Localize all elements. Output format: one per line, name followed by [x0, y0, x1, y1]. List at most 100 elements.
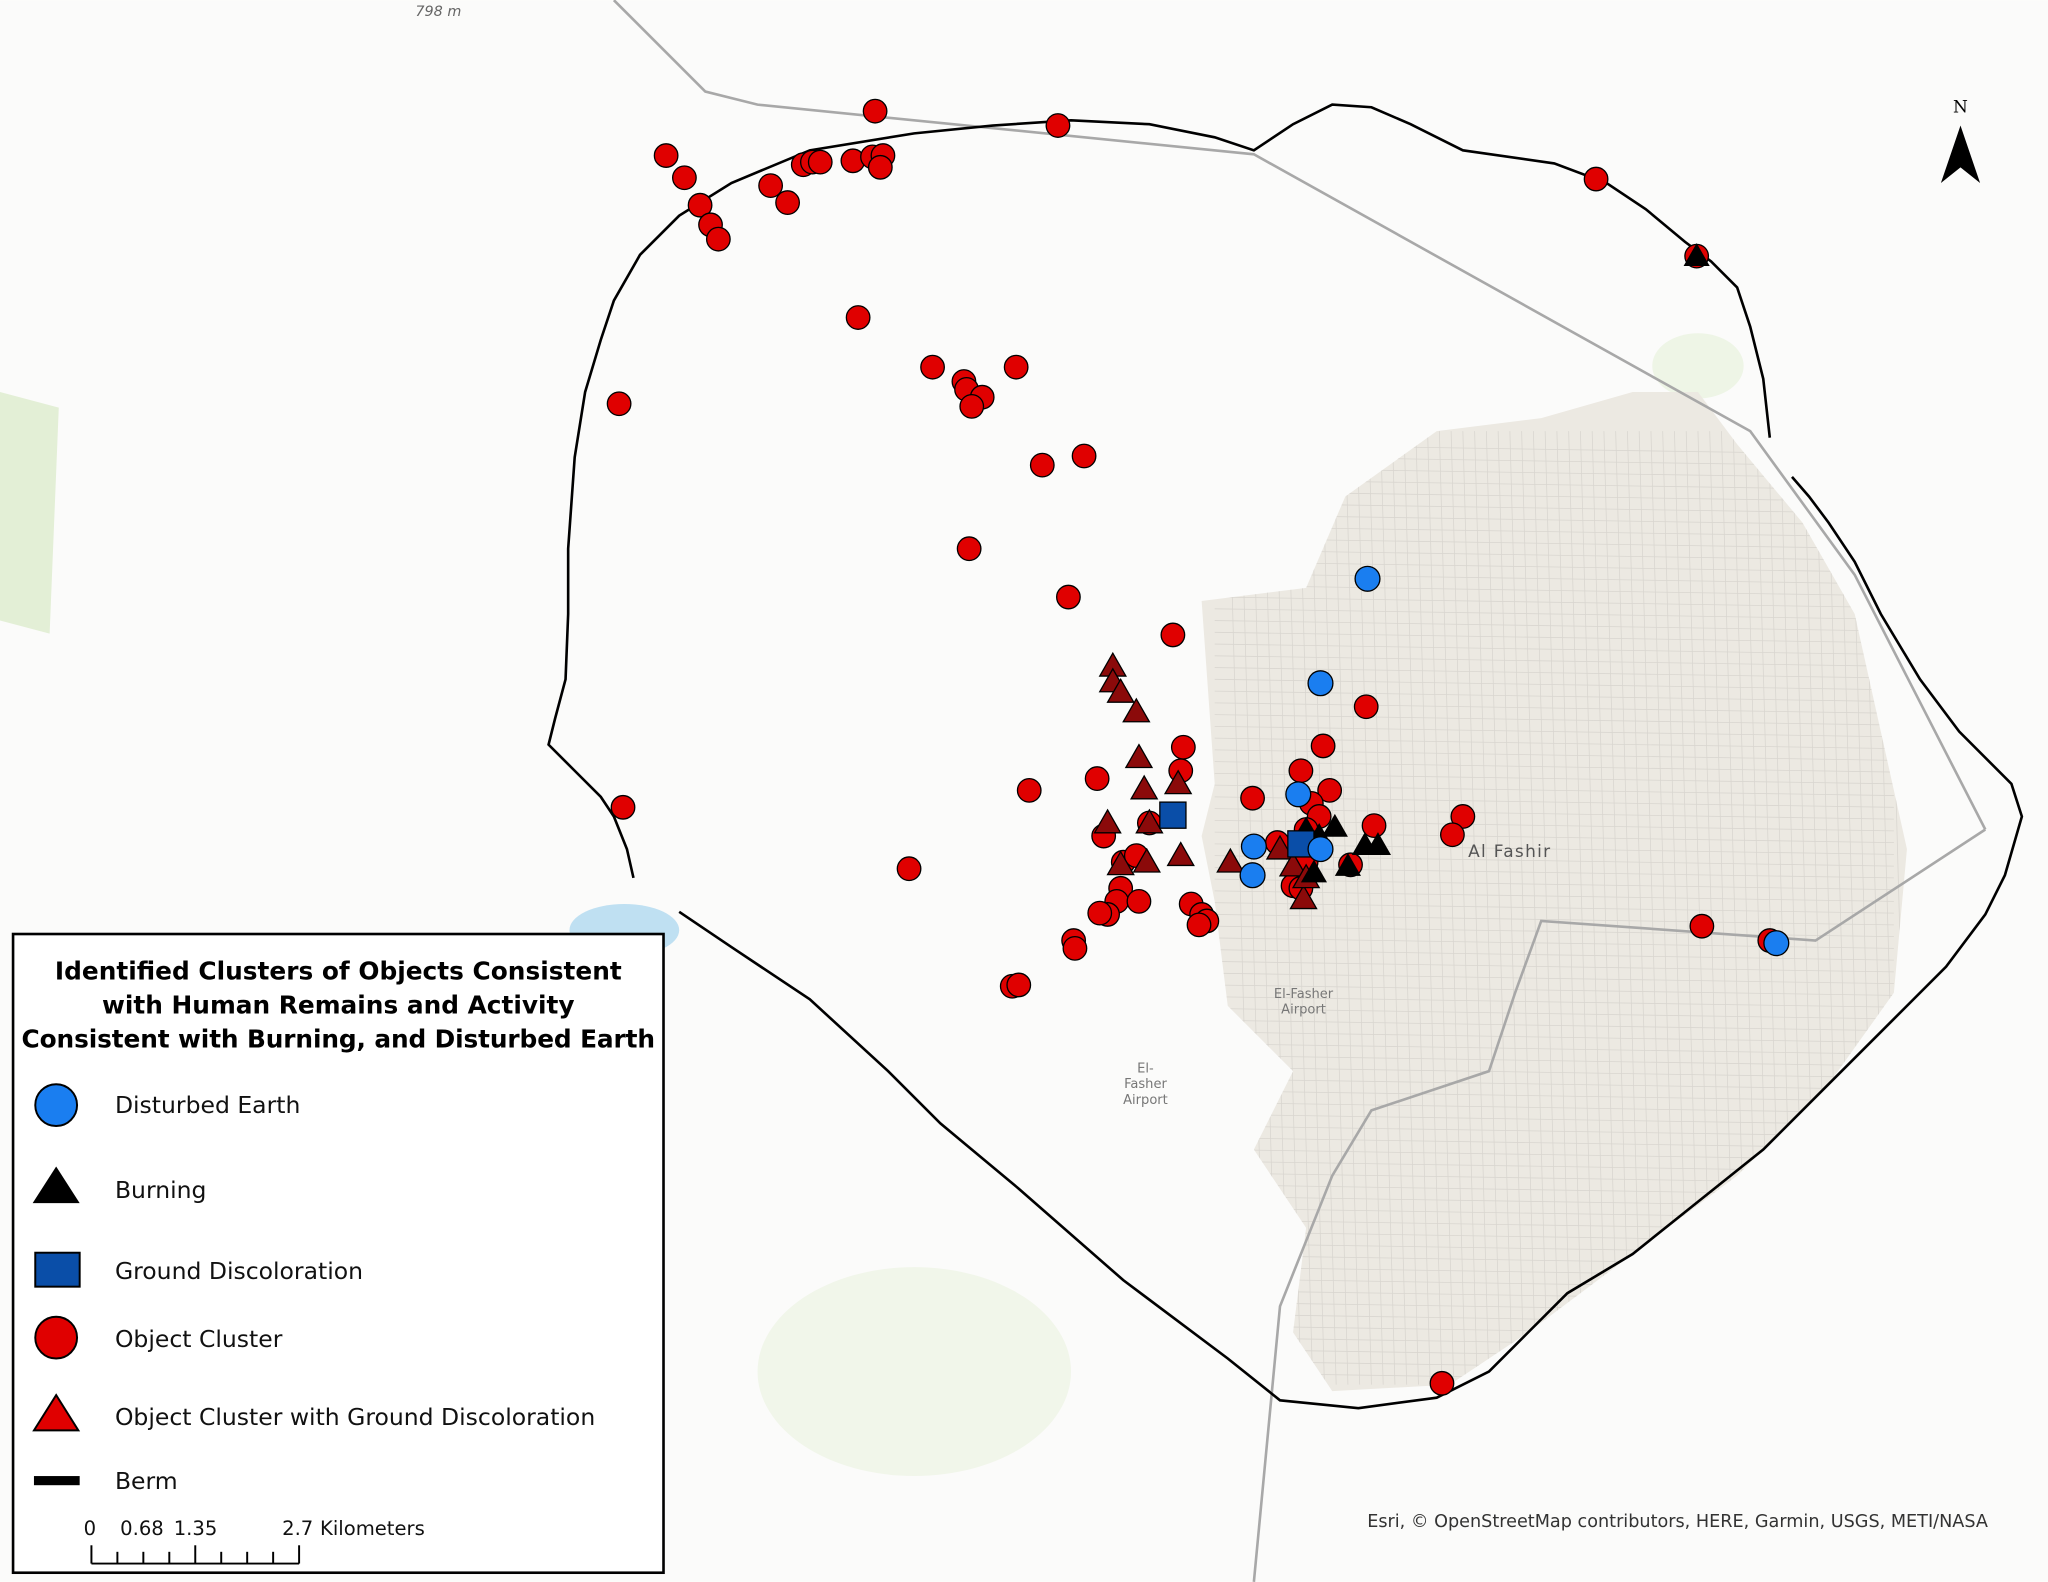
- street: [1214, 867, 1894, 879]
- street: [1214, 1043, 1894, 1055]
- object-cluster-marker[interactable]: [1440, 822, 1465, 848]
- object-cluster-marker[interactable]: [1062, 935, 1088, 961]
- disturbed-earth-marker[interactable]: [1354, 565, 1381, 592]
- street: [1214, 667, 1894, 679]
- object-cluster-marker[interactable]: [671, 165, 697, 191]
- object-cluster-discoloration-marker[interactable]: [1106, 678, 1135, 703]
- street: [1391, 431, 1419, 1385]
- burning-marker[interactable]: [1321, 813, 1348, 837]
- burning-marker[interactable]: [1300, 859, 1328, 883]
- street: [1214, 549, 1894, 561]
- object-cluster-marker[interactable]: [758, 173, 784, 199]
- object-cluster-marker[interactable]: [1170, 734, 1196, 760]
- vegetation-area: [1652, 333, 1744, 399]
- object-cluster-marker[interactable]: [1084, 766, 1110, 791]
- object-cluster-marker[interactable]: [1160, 622, 1186, 648]
- object-cluster-marker[interactable]: [1029, 452, 1055, 478]
- disturbed-earth-marker[interactable]: [1307, 836, 1334, 863]
- object-cluster-marker[interactable]: [1056, 584, 1081, 610]
- object-cluster-marker[interactable]: [775, 190, 800, 215]
- object-cluster-marker[interactable]: [1583, 166, 1609, 192]
- object-cluster-marker[interactable]: [959, 393, 985, 419]
- object-cluster-discoloration-marker[interactable]: [1163, 769, 1193, 795]
- street: [1214, 902, 1894, 914]
- ground-discoloration-marker[interactable]: [1159, 801, 1187, 829]
- object-cluster-discoloration-marker[interactable]: [1122, 697, 1151, 723]
- street: [1214, 1102, 1894, 1114]
- object-cluster-discoloration-marker[interactable]: [1265, 834, 1295, 860]
- burning-marker[interactable]: [1683, 243, 1710, 266]
- elevation-label: 798 m: [415, 4, 461, 20]
- object-cluster-marker[interactable]: [1361, 813, 1387, 839]
- north-arrow-icon: [1940, 125, 1981, 183]
- object-cluster-marker[interactable]: [862, 98, 888, 124]
- object-cluster-discoloration-marker[interactable]: [1132, 847, 1161, 873]
- street: [1214, 608, 1894, 620]
- street: [1214, 1090, 1894, 1102]
- object-cluster-marker[interactable]: [606, 391, 632, 417]
- object-cluster-discoloration-marker[interactable]: [1129, 774, 1159, 800]
- legend-label: Burning: [115, 1176, 207, 1204]
- street: [1450, 431, 1478, 1385]
- object-cluster-discoloration-marker[interactable]: [1106, 850, 1135, 876]
- disturbed-earth-marker[interactable]: [1239, 862, 1266, 889]
- street: [1638, 431, 1666, 1385]
- object-cluster-marker[interactable]: [807, 149, 833, 175]
- burning-marker[interactable]: [1334, 853, 1361, 876]
- street: [1214, 914, 1894, 926]
- street: [1214, 1019, 1894, 1032]
- airport-label-line: El-Fasher: [1274, 987, 1334, 1002]
- object-cluster-discoloration-marker[interactable]: [1166, 841, 1195, 867]
- object-cluster-marker[interactable]: [1087, 900, 1113, 926]
- street: [1214, 1078, 1894, 1090]
- object-cluster-marker[interactable]: [1126, 888, 1152, 914]
- object-cluster-marker[interactable]: [1310, 733, 1336, 759]
- object-cluster-marker[interactable]: [896, 856, 922, 882]
- object-cluster-marker[interactable]: [867, 154, 893, 180]
- object-cluster-discoloration-marker[interactable]: [1278, 851, 1308, 877]
- object-cluster-marker[interactable]: [1353, 694, 1379, 720]
- disturbed-earth-marker[interactable]: [1240, 833, 1267, 860]
- street: [1214, 972, 1894, 985]
- roads: [612, 0, 1987, 1582]
- object-cluster-marker[interactable]: [1003, 354, 1029, 380]
- object-cluster-marker[interactable]: [845, 305, 871, 330]
- street: [1403, 431, 1431, 1385]
- object-cluster-discoloration-marker[interactable]: [1216, 847, 1245, 873]
- object-cluster-marker[interactable]: [1240, 785, 1265, 811]
- object-cluster-marker[interactable]: [1288, 758, 1314, 784]
- street: [1214, 761, 1894, 773]
- attribution: Esri, © OpenStreetMap contributors, HERE…: [1367, 1512, 1988, 1532]
- scale-tick-label: 1.35: [174, 1517, 218, 1540]
- disturbed-earth-marker[interactable]: [1285, 781, 1312, 808]
- object-cluster-discoloration-marker[interactable]: [1289, 884, 1318, 910]
- street: [1214, 584, 1894, 597]
- street: [1321, 431, 1349, 1385]
- object-cluster-marker[interactable]: [956, 536, 982, 562]
- disturbed-earth-marker[interactable]: [1763, 930, 1790, 957]
- object-cluster-marker[interactable]: [1006, 972, 1032, 998]
- street: [1214, 561, 1894, 573]
- object-cluster-marker[interactable]: [1689, 913, 1715, 939]
- object-cluster-marker[interactable]: [610, 794, 636, 820]
- object-cluster-marker[interactable]: [653, 143, 679, 168]
- object-cluster-marker[interactable]: [1186, 912, 1212, 938]
- object-cluster-marker[interactable]: [1429, 1370, 1455, 1396]
- object-cluster-discoloration-marker[interactable]: [1124, 743, 1154, 769]
- object-cluster-marker[interactable]: [1016, 777, 1042, 803]
- burning-marker[interactable]: [1364, 832, 1392, 855]
- legend-title: with Human Remains and Activity: [102, 991, 575, 1020]
- street: [1214, 961, 1894, 973]
- object-cluster-marker[interactable]: [1317, 777, 1343, 803]
- object-cluster-marker[interactable]: [1045, 113, 1071, 138]
- object-cluster-marker[interactable]: [687, 192, 713, 218]
- disturbed-earth-marker[interactable]: [1307, 670, 1334, 697]
- object-cluster-marker[interactable]: [920, 354, 945, 380]
- street: [1591, 431, 1619, 1385]
- object-cluster-marker[interactable]: [1071, 443, 1097, 469]
- object-cluster-marker[interactable]: [705, 226, 731, 252]
- scale-tick-label: 0: [84, 1517, 96, 1540]
- object-cluster-discoloration-marker[interactable]: [1093, 808, 1122, 834]
- object-cluster-discoloration-marker[interactable]: [1135, 808, 1164, 834]
